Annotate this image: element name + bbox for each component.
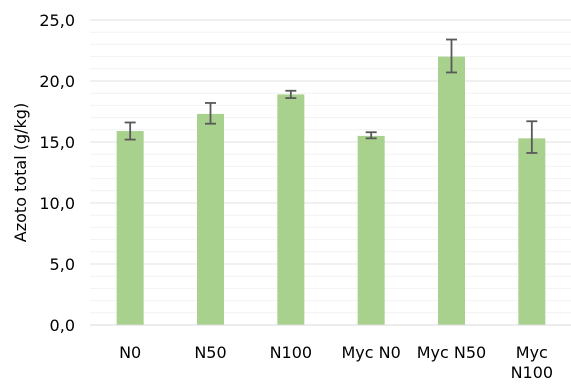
error-bar (205, 102, 216, 125)
major-gridlines (90, 19, 571, 265)
x-tick-label: Myc (516, 343, 548, 362)
error-bars (124, 38, 538, 154)
y-tick-labels: 0,0 5,0 10,0 15,0 20,0 25,0 (39, 11, 75, 335)
x-tick-label: N100 (270, 343, 313, 362)
y-tick-label: 5,0 (50, 255, 75, 274)
error-bar (285, 89, 297, 99)
error-bar (365, 131, 377, 140)
x-tick-label: N0 (119, 343, 141, 362)
y-axis-title: Azoto total (g/kg) (11, 103, 30, 242)
error-bar (446, 38, 457, 74)
error-bar (124, 121, 136, 141)
bar (197, 113, 224, 325)
y-tick-label: 0,0 (50, 316, 75, 335)
y-tick-label: 10,0 (39, 194, 75, 213)
bar (116, 131, 144, 325)
x-tick-label: N50 (194, 343, 226, 362)
bar (518, 138, 546, 325)
minor-gridlines (90, 31, 571, 314)
y-tick-label: 15,0 (39, 133, 75, 152)
bar (277, 94, 305, 325)
x-tick-label: Myc N0 (342, 343, 401, 362)
x-tick-label: N100 (511, 363, 554, 382)
y-tick-label: 25,0 (39, 11, 75, 30)
error-bar (526, 120, 538, 154)
y-tick-label: 20,0 (39, 72, 75, 91)
bar (438, 56, 465, 325)
bar-series (116, 56, 546, 325)
x-tick-label: Myc N50 (417, 343, 486, 362)
bar (357, 135, 385, 325)
